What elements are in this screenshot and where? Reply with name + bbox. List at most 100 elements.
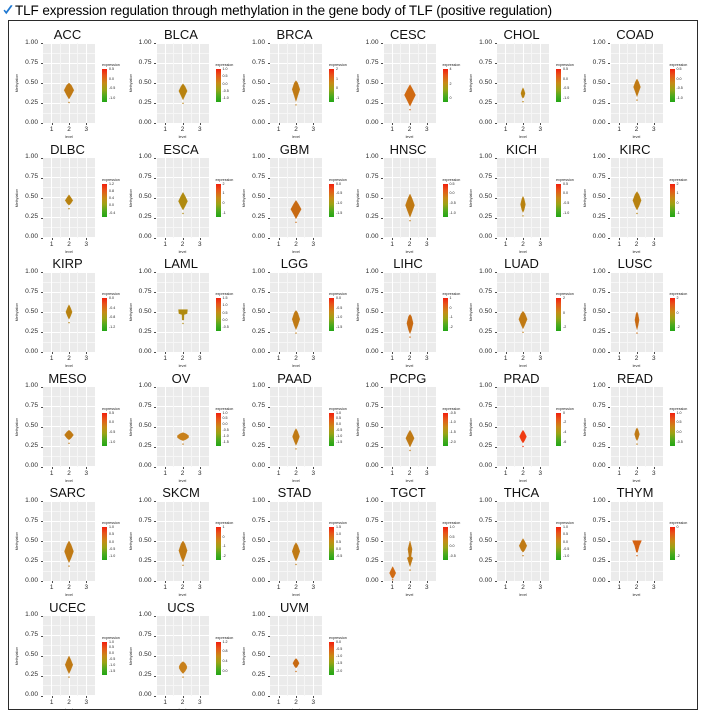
y-axis-tick-label: 0.75 [138, 631, 152, 639]
y-axis-label: Methylation [242, 531, 246, 551]
y-axis-tick-label: 0.50 [138, 651, 152, 659]
y-axis-tick-label: 0.75 [365, 173, 379, 181]
y-axis-tick-mark [381, 332, 383, 333]
y-axis-tick-mark [267, 217, 270, 219]
legend-tick-label: 0.5 [563, 532, 568, 537]
x-axis-tick-label: 1 [163, 584, 167, 591]
gridline-vertical [85, 157, 87, 238]
plot-panel [156, 157, 209, 238]
y-axis-tick-mark [267, 177, 270, 179]
y-axis-tick-label: 0.50 [252, 422, 265, 430]
legend-tick-label: -0.4 [109, 305, 116, 310]
facet-panel-acc: ACC 1.00 0.75 0.50 0.25 0.00 Methylation 1 2 3 lev… [11, 27, 124, 146]
x-axis-tick-mark [540, 123, 542, 125]
gridline-vertical [426, 272, 428, 352]
x-axis-tick-mark [165, 352, 167, 354]
x-axis-tick-label: 2 [180, 355, 185, 362]
x-axis-tick-label: 2 [180, 126, 185, 133]
legend-color-gradient-bar [556, 527, 561, 560]
y-axis-tick-label: 0.50 [592, 536, 606, 544]
x-axis-tick-mark [619, 352, 621, 354]
y-axis-tick-mark [381, 312, 383, 313]
facet-title: UVM [280, 599, 309, 615]
y-axis-tick-label: 1.00 [479, 38, 492, 46]
gridline-vertical [312, 501, 314, 581]
plot-panel [383, 157, 436, 238]
x-axis-tick-label: 1 [503, 469, 508, 477]
x-axis-tick-label: 1 [163, 126, 167, 133]
y-axis-tick-mark [608, 43, 610, 44]
y-axis-tick-mark [154, 615, 156, 617]
x-axis-tick-mark [653, 581, 655, 583]
x-axis-tick-label: 1 [503, 584, 508, 591]
y-axis-tick-label: 1.00 [365, 153, 379, 161]
y-axis-tick-label: 0.25 [592, 327, 606, 335]
facet-panel-kirp: KIRP 1.00 0.75 0.50 0.25 0.00 Methylation 1 2 3 le… [11, 256, 124, 375]
x-axis-tick-label: 1 [49, 469, 54, 477]
y-axis-tick-label: 0.75 [138, 516, 152, 524]
y-axis-tick-mark [381, 197, 383, 199]
x-axis-label: level [65, 478, 73, 483]
legend-title: expression [215, 406, 234, 411]
y-axis-tick-label: 0.25 [252, 213, 265, 221]
x-axis-tick-label: 3 [311, 584, 316, 591]
y-axis-tick-label: 0.25 [138, 442, 152, 450]
x-axis-tick-mark [313, 352, 315, 354]
y-axis-tick-label: 0.75 [25, 402, 38, 410]
legend-tick-label: -0.5 [222, 427, 229, 432]
y-axis-tick-label: 0.25 [479, 556, 492, 564]
plot-panel [610, 386, 663, 467]
gridline-vertical [426, 386, 428, 467]
y-axis-tick-mark [608, 63, 610, 64]
y-axis-tick-label: 0.75 [479, 402, 492, 410]
y-axis-tick-mark [267, 197, 270, 199]
y-axis-tick-label: 0.75 [592, 173, 606, 181]
y-axis-tick-label: 0.00 [479, 233, 492, 241]
y-axis-tick-mark [494, 352, 497, 353]
legend-title: expression [556, 521, 574, 525]
legend-tick-label: 1.5 [336, 525, 341, 529]
legend-title: expression [442, 406, 461, 411]
y-axis-tick-label: 0.50 [365, 193, 379, 201]
legend-tick-label: -0.5 [676, 439, 683, 444]
y-axis-tick-label: 0.00 [592, 233, 606, 241]
facet-title: ESCA [163, 141, 199, 157]
y-axis-tick-mark [608, 561, 610, 562]
y-axis-tick-label: 0.75 [252, 631, 265, 639]
x-axis-tick-label: 3 [198, 126, 202, 133]
x-axis-label: level [178, 135, 187, 139]
x-axis-tick-label: 3 [84, 126, 89, 133]
gridline-vertical-minor [531, 386, 533, 467]
gridline-vertical-minor [531, 43, 533, 123]
legend-tick-label: 1.0 [676, 410, 682, 415]
x-axis-tick-mark [313, 581, 315, 583]
y-axis-tick-label: 0.00 [138, 462, 152, 470]
y-axis-tick-mark [494, 157, 497, 159]
gridline-vertical-minor [190, 615, 192, 696]
legend-title: expression [215, 521, 234, 525]
x-axis-tick-mark [313, 695, 315, 698]
page-title: TLF expression regulation through methyl… [0, 0, 706, 20]
x-axis-tick-label: 1 [503, 240, 508, 248]
legend-color-gradient-bar [329, 641, 334, 675]
y-axis-tick-label: 0.25 [592, 556, 606, 564]
legend-tick-label: -0.5 [109, 429, 116, 434]
x-axis-tick-mark [199, 352, 201, 354]
facet-panel-ucec: UCEC 1.00 0.75 0.50 0.25 0.00 Methylation 1 2 3 le… [11, 600, 124, 710]
y-axis-tick-mark [494, 501, 497, 502]
x-axis-label: level [178, 249, 187, 254]
x-axis-label: level [519, 593, 527, 597]
y-axis-tick-mark [154, 352, 156, 353]
legend-tick-label: 0.0 [336, 181, 341, 186]
x-axis-tick-label: 2 [634, 469, 639, 477]
legend-color-gradient-bar [556, 183, 561, 217]
legend-title: expression [556, 406, 574, 411]
y-axis-label: Methylation [15, 531, 19, 551]
gridline-vertical [539, 501, 541, 581]
x-axis-label: level [405, 135, 414, 139]
gridline-vertical-minor [627, 157, 629, 238]
x-axis-tick-mark [51, 581, 53, 583]
x-axis-tick-mark [313, 466, 315, 469]
legend-tick-label: 0.0 [222, 317, 228, 322]
y-axis-tick-label: 0.00 [252, 462, 265, 470]
